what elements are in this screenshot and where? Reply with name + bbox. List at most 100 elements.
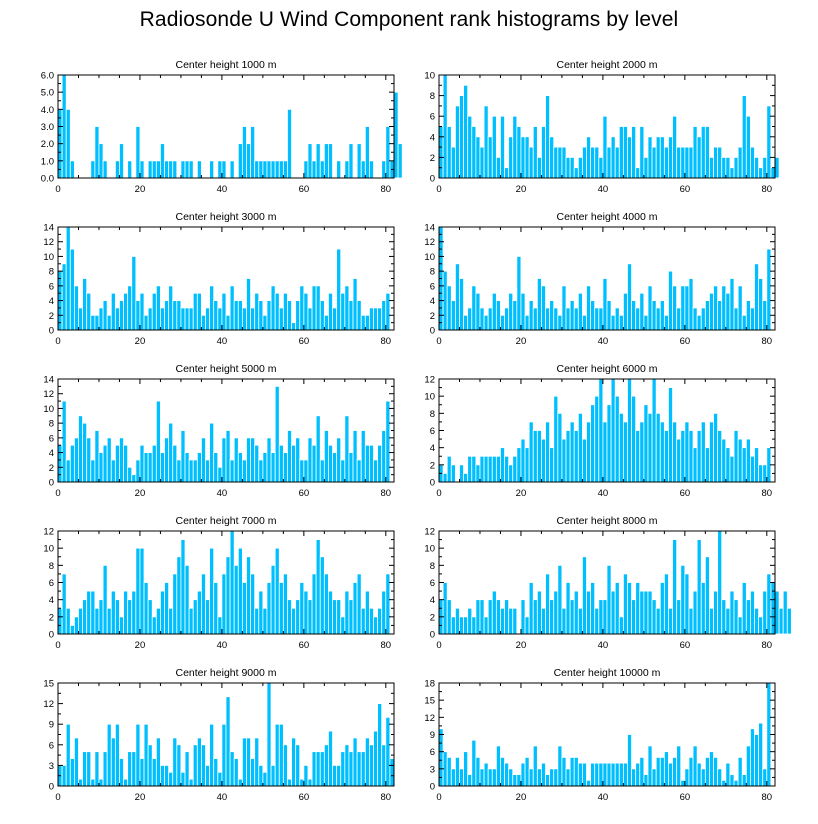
histogram-bar [328, 292, 333, 331]
histogram-bar [213, 300, 219, 331]
histogram-bar [700, 421, 706, 483]
histogram-bar [676, 438, 682, 483]
histogram-bar [266, 437, 272, 483]
histogram-bar [270, 285, 276, 331]
histogram-bar [237, 300, 243, 331]
histogram-bar [237, 547, 243, 635]
histogram-bar [143, 582, 149, 635]
histogram-bar [758, 278, 764, 331]
histogram-bar [262, 160, 268, 179]
x-tick-label: 60 [299, 792, 310, 803]
y-tick-label: 4 [430, 132, 435, 143]
histogram-bar [217, 160, 223, 179]
histogram-bar [598, 762, 604, 787]
histogram-bar [135, 126, 141, 179]
histogram-bar [500, 756, 505, 787]
histogram-bar [692, 590, 698, 635]
histogram-bar [356, 751, 362, 787]
histogram-bar [356, 573, 362, 635]
histogram-bar [582, 556, 587, 635]
histogram-bar [225, 430, 231, 483]
histogram-bar [614, 307, 620, 331]
histogram-bar [78, 778, 83, 787]
histogram-bar [684, 146, 690, 179]
histogram-bar [635, 430, 641, 483]
histogram-bar [659, 582, 665, 635]
histogram-bar [192, 599, 198, 635]
histogram-bar [311, 285, 317, 331]
histogram-bar [696, 136, 702, 179]
histogram-bar [90, 778, 96, 787]
y-tick-label: 8 [430, 561, 435, 572]
x-tick-label: 20 [135, 184, 146, 195]
histogram-bar [287, 430, 292, 483]
histogram-bar [160, 590, 165, 635]
histogram-bar [467, 307, 473, 331]
histogram-bar [172, 737, 178, 787]
histogram-bar [704, 126, 710, 179]
histogram-bar [332, 765, 338, 787]
histogram-bar [561, 285, 567, 331]
histogram-bar [467, 115, 473, 179]
histogram-bar [504, 455, 510, 483]
histogram-bar [475, 136, 481, 179]
histogram-bar [635, 307, 641, 331]
histogram-bar [147, 452, 153, 483]
histogram-bar [446, 285, 452, 331]
histogram-bar [172, 300, 178, 331]
histogram-bar [577, 292, 583, 331]
histogram-bar [528, 421, 534, 483]
histogram-bar [618, 616, 624, 635]
histogram-bar [233, 564, 239, 635]
histogram-bar [463, 473, 469, 483]
histogram-bar [569, 156, 575, 179]
y-tick-label: 6 [49, 578, 54, 589]
histogram-bar [282, 744, 288, 787]
histogram-bar [336, 599, 342, 635]
x-tick-label: 80 [381, 792, 392, 803]
histogram-bar [274, 160, 280, 179]
histogram-bar [709, 607, 714, 635]
y-tick-label: 12 [424, 527, 435, 538]
histogram-bar [307, 599, 313, 635]
histogram-bar [553, 307, 559, 331]
histogram-bar [541, 762, 546, 787]
histogram-bar [348, 143, 354, 179]
histogram-bar [209, 422, 215, 483]
histogram-bar [323, 573, 329, 635]
histogram-bar [754, 607, 760, 635]
histogram-bar [635, 582, 641, 635]
x-tick-label: 60 [680, 640, 691, 651]
histogram-bar [688, 607, 694, 635]
histogram-bar [360, 314, 366, 331]
histogram-bar [369, 160, 374, 179]
histogram-bar [250, 307, 256, 331]
histogram-bar [184, 160, 190, 179]
histogram-bar [471, 739, 477, 787]
histogram-bar [278, 444, 284, 483]
histogram-bar [180, 539, 186, 635]
histogram-bar [631, 768, 637, 787]
histogram-bar [299, 285, 305, 331]
histogram-bar [512, 115, 518, 179]
histogram-bar [463, 751, 469, 787]
histogram-bar [475, 756, 481, 787]
histogram-bar [172, 160, 178, 179]
histogram-bar [155, 285, 161, 331]
y-tick-label: 6 [430, 578, 435, 589]
histogram-bar [569, 421, 575, 483]
histogram-bar [622, 421, 628, 483]
histogram-bar [483, 455, 489, 483]
histogram-bar [500, 115, 505, 179]
histogram-bar [69, 248, 75, 331]
histogram-bar [237, 452, 243, 483]
histogram-bar [323, 143, 329, 179]
x-tick-label: 60 [299, 336, 310, 347]
histogram-bar [729, 774, 735, 787]
panel-title: Center height 5000 m [176, 363, 277, 375]
histogram-bar [82, 422, 88, 483]
histogram-bar [311, 160, 317, 179]
histogram-bar [729, 455, 735, 483]
histogram-bar [147, 307, 153, 331]
histogram-bar [561, 756, 567, 787]
